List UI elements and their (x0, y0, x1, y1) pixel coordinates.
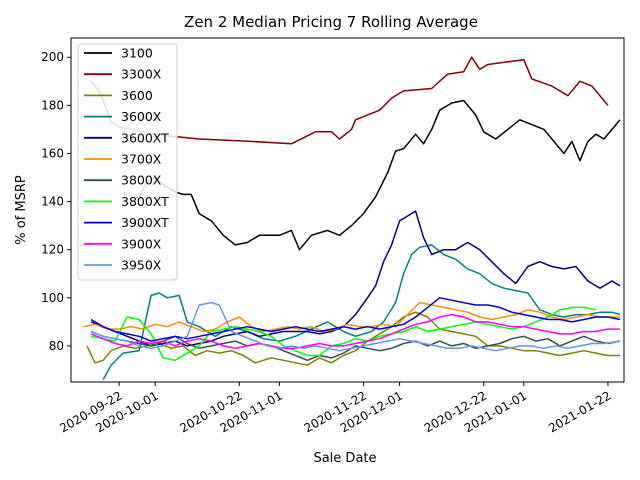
legend-box (77, 43, 178, 281)
plot-frame (70, 37, 625, 383)
x-axis-title: Sale Date (313, 451, 376, 466)
series-line-3700x (82, 301, 620, 333)
y-tick-label: 180 (41, 98, 64, 112)
y-tick-label: 160 (41, 146, 64, 160)
legend-label-3600x: 3600X (121, 109, 162, 124)
y-tick-label: 140 (41, 195, 64, 209)
series-line-3800xt (90, 306, 597, 362)
plot-area (70, 37, 625, 383)
series-line-3900xt (90, 297, 621, 342)
series-line-3600x (102, 244, 621, 380)
y-tick-label: 120 (41, 243, 64, 257)
y-tick-label: 200 (41, 50, 64, 64)
legend-label-3700x: 3700X (121, 152, 162, 167)
y-tick-label: 80 (49, 339, 64, 353)
chart-title: Zen 2 Median Pricing 7 Rolling Average (184, 13, 478, 31)
legend-label-3300x: 3300X (121, 67, 162, 82)
series-layer (82, 56, 621, 380)
series-line-3600xt (90, 210, 621, 347)
y-tick-label: 100 (41, 291, 64, 305)
legend-label-3100: 3100 (121, 46, 153, 61)
legend-label-3900xt: 3900XT (121, 215, 169, 230)
series-line-3100 (138, 99, 621, 251)
series-line-3900x (90, 313, 620, 350)
legend-label-3800xt: 3800XT (121, 194, 169, 209)
y-axis: 80 100 120 140 160 180 200 (41, 50, 71, 353)
legend-label-3950x: 3950X (121, 258, 162, 273)
y-axis-title: % of MSRP (14, 175, 29, 245)
series-line-3950x (90, 301, 621, 352)
legend-label-3800x: 3800X (121, 173, 162, 188)
legend: 3100 3300X 3600 3600X 3600XT 3700X 3800X 3800XT… (77, 43, 178, 281)
legend-label-3900x: 3900X (121, 236, 162, 251)
legend-label-3600xt: 3600XT (121, 130, 169, 145)
legend-label-3600: 3600 (121, 88, 153, 103)
